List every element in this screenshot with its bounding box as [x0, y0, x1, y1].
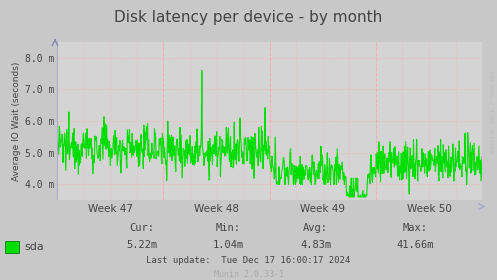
Text: 1.04m: 1.04m	[213, 240, 244, 250]
Text: Last update:  Tue Dec 17 16:00:17 2024: Last update: Tue Dec 17 16:00:17 2024	[147, 256, 350, 265]
Y-axis label: Average IO Wait (seconds): Average IO Wait (seconds)	[12, 61, 21, 181]
Text: Disk latency per device - by month: Disk latency per device - by month	[114, 10, 383, 25]
Text: Max:: Max:	[403, 223, 427, 233]
Text: RRDTOOL / TOBI OETIKER: RRDTOOL / TOBI OETIKER	[489, 71, 494, 153]
Text: Munin 2.0.33-1: Munin 2.0.33-1	[214, 270, 283, 279]
Text: Cur:: Cur:	[129, 223, 154, 233]
Text: 41.66m: 41.66m	[396, 240, 434, 250]
Text: Min:: Min:	[216, 223, 241, 233]
Text: 4.83m: 4.83m	[300, 240, 331, 250]
Text: 5.22m: 5.22m	[126, 240, 157, 250]
Text: sda: sda	[25, 242, 45, 252]
Text: Avg:: Avg:	[303, 223, 328, 233]
